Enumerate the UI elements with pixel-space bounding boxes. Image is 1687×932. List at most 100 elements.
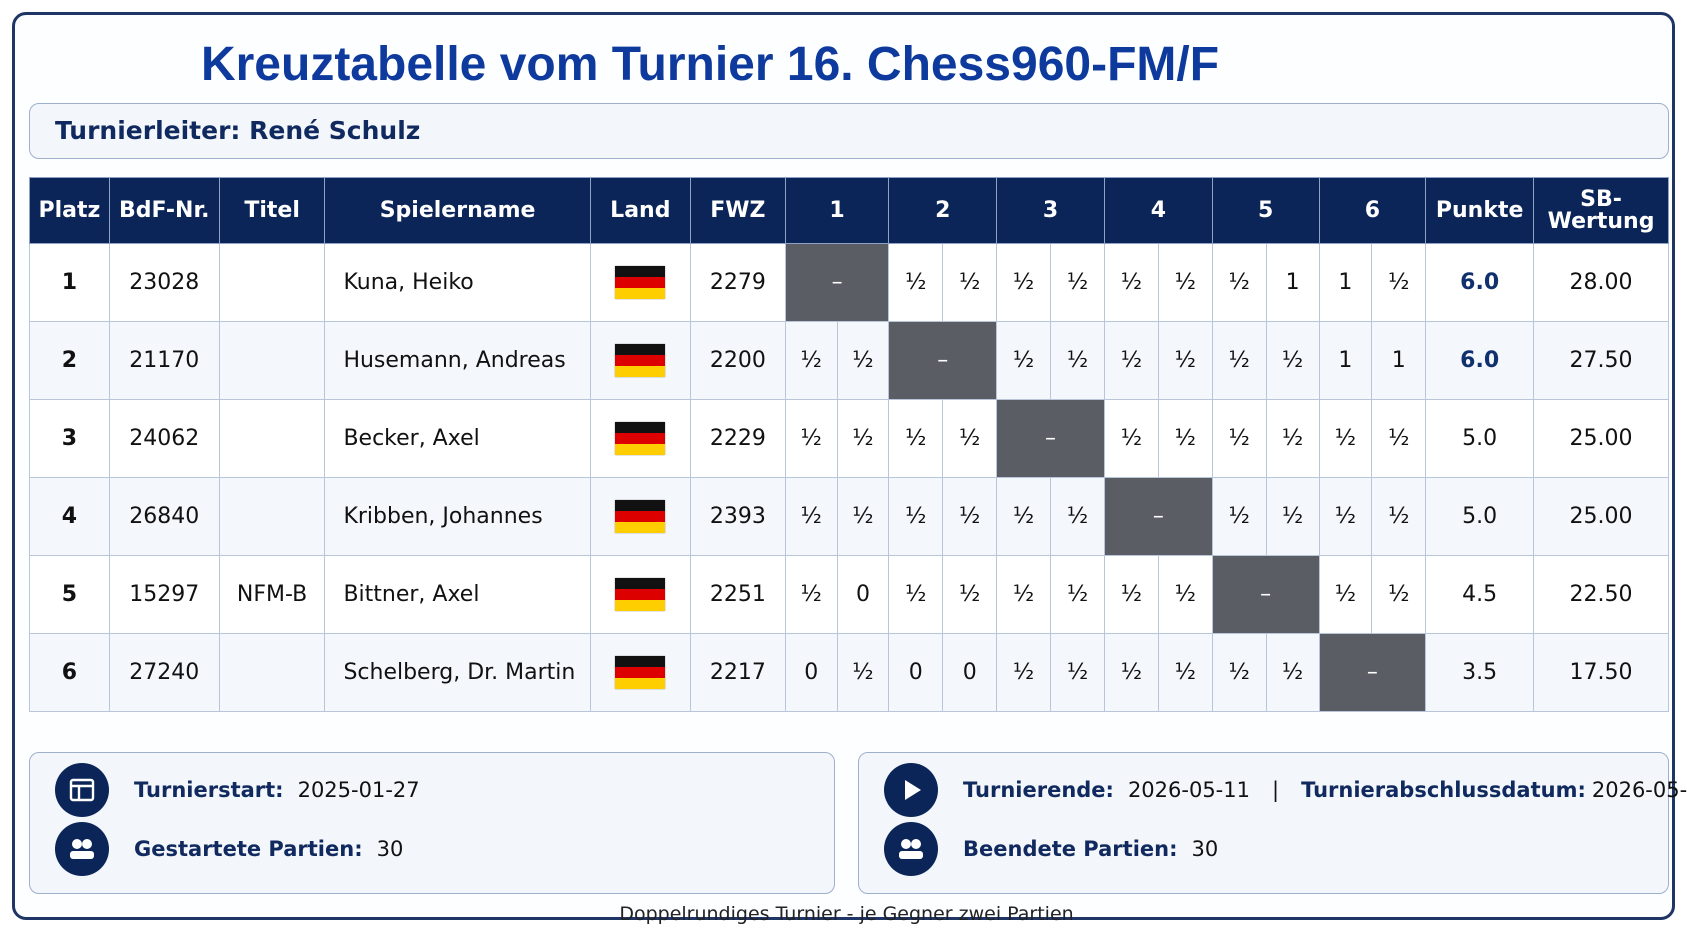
table-row: 4 26840 Kribben, Johannes 2393 ½ ½ ½ ½ ½ ½ – ½ ½ ½ ½ 5.… [29,477,1669,556]
col-fwz: FWZ [689,177,786,244]
result-cell: ½ [1371,243,1427,322]
result-cell: ½ [1318,477,1373,556]
result-cell: 0 [942,633,998,712]
result-cell: ½ [1103,399,1159,478]
result-cell: ½ [942,243,998,322]
result-cell: ½ [1050,321,1105,400]
titel-cell [218,633,326,712]
result-cell: ½ [1050,243,1105,322]
titel-cell [218,243,326,322]
end-info: Turnierende: 2026-05-11 | Turnierabschlu… [884,762,1687,818]
punkte-cell: 6.0 [1425,321,1535,400]
result-cell: ½ [1103,243,1159,322]
result-cell: ½ [1265,477,1320,556]
result-cell: ½ [1371,399,1427,478]
titel-cell [218,321,326,400]
punkte-cell: 5.0 [1425,477,1535,556]
result-cell: ½ [1157,633,1213,712]
sb-cell: 25.00 [1533,399,1669,478]
fwz-cell: 2251 [689,555,786,634]
table-body: 1 23028 Kuna, Heiko 2279– ½ ½ ½ ½ ½ ½ ½ 1 1 ½ 6.0 28.00… [29,243,1669,712]
players-icon [884,822,938,876]
sb-cell: 27.50 [1533,321,1669,400]
col-opponent-3: 3 [996,177,1105,244]
end-label: Turnierende: [963,778,1114,802]
sb-cell: 28.00 [1533,243,1669,322]
result-cell: 1 [1371,321,1427,400]
play-icon [884,763,938,817]
result-cell: ½ [888,477,944,556]
self-cell: – [888,321,998,400]
fwz-cell: 2217 [689,633,786,712]
land-cell [589,399,691,478]
result-cell: ½ [942,477,998,556]
self-cell: – [1318,633,1427,712]
result-cell: ½ [996,243,1052,322]
fwz-cell: 2229 [689,399,786,478]
platz-cell: 2 [29,321,110,400]
col-opponent-6: 6 [1318,177,1427,244]
col-bdf: BdF-Nr. [108,177,220,244]
result-cell: ½ [1050,555,1105,634]
col-punkte: Punkte [1425,177,1535,244]
result-cell: ½ [942,399,998,478]
start-value: 2025-01-27 [297,778,420,802]
finished-games-info: Beendete Partien: 30 [884,821,1240,877]
self-cell: – [784,243,890,322]
punkte-cell: 6.0 [1425,243,1535,322]
germany-flag-icon [615,578,666,611]
germany-flag-icon [615,500,666,533]
result-cell: ½ [836,399,890,478]
result-cell: ½ [1157,321,1213,400]
result-cell: ½ [784,477,838,556]
player-name-cell: Bittner, Axel [324,555,591,634]
table-row: 1 23028 Kuna, Heiko 2279– ½ ½ ½ ½ ½ ½ ½ 1 1 ½ 6.0 28.00 [29,243,1669,322]
platz-cell: 3 [29,399,110,478]
started-games-info: Gestartete Partien: 30 [55,821,425,877]
sb-cell: 17.50 [1533,633,1669,712]
fwz-cell: 2279 [689,243,786,322]
result-cell: ½ [1157,555,1213,634]
col-sb-wertung: SB-Wertung [1533,177,1669,244]
result-cell: ½ [1050,633,1105,712]
result-cell: ½ [784,321,838,400]
titel-cell [218,477,326,556]
result-cell: ½ [1103,321,1159,400]
result-cell: ½ [1050,477,1105,556]
players-icon [55,822,109,876]
result-cell: ½ [784,399,838,478]
bdf-cell: 26840 [108,477,220,556]
result-cell: ½ [1318,399,1373,478]
end-value: 2026-05-11 [1127,778,1250,802]
punkte-cell: 5.0 [1425,399,1535,478]
col-titel: Titel [218,177,326,244]
director-label: Turnierleiter: [55,116,241,145]
result-cell: ½ [1265,633,1320,712]
self-cell: – [996,399,1105,478]
result-cell: ½ [1211,399,1267,478]
started-games-label: Gestartete Partien: [134,837,363,861]
tournament-end-panel: Turnierende: 2026-05-11 | Turnierabschlu… [858,752,1687,894]
result-cell: ½ [888,555,944,634]
player-name-cell: Kuna, Heiko [324,243,591,322]
result-cell: ½ [1103,555,1159,634]
col-platz: Platz [29,177,110,244]
platz-cell: 6 [29,633,110,712]
germany-flag-icon [615,344,666,377]
result-cell: ½ [1211,477,1267,556]
bdf-cell: 23028 [108,243,220,322]
result-cell: 1 [1265,243,1320,322]
bdf-cell: 21170 [108,321,220,400]
bdf-cell: 27240 [108,633,220,712]
result-cell: ½ [1211,633,1267,712]
land-cell [589,243,691,322]
calendar-icon [55,763,109,817]
result-cell: ½ [888,243,944,322]
player-name-cell: Husemann, Andreas [324,321,591,400]
result-cell: ½ [996,633,1052,712]
result-cell: ½ [996,477,1052,556]
bdf-cell: 15297 [108,555,220,634]
finished-games-label: Beendete Partien: [963,837,1178,861]
fwz-cell: 2393 [689,477,786,556]
sb-cell: 25.00 [1533,477,1669,556]
